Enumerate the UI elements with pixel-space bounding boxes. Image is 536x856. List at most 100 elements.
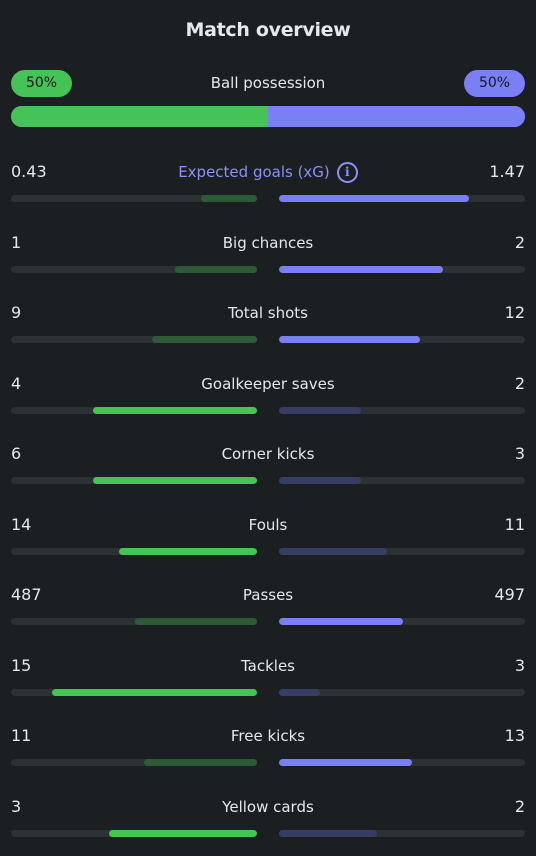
- away-bar-fill: [279, 265, 443, 273]
- home-value: 6: [11, 444, 22, 463]
- stat-label-text: Goalkeeper saves: [201, 374, 335, 393]
- info-icon[interactable]: i: [336, 161, 358, 183]
- stat-bars: [11, 406, 525, 414]
- home-bar-track: [11, 195, 257, 202]
- stat-label: Goalkeeper saves: [11, 372, 525, 396]
- away-bar-fill: [279, 547, 388, 555]
- home-bar-fill: [135, 618, 257, 625]
- stat-bars: [11, 477, 525, 484]
- home-bar-track: [11, 406, 257, 414]
- home-bar-fill: [151, 336, 257, 343]
- stat-row: 1 Big chances 2: [11, 231, 525, 302]
- stat-row: 9 Total shots 12: [11, 301, 525, 372]
- away-value: 497: [494, 585, 525, 604]
- stat-bars: [11, 336, 525, 343]
- ball-possession: 50% Ball possession 50%: [11, 70, 525, 130]
- away-value: 3: [514, 444, 525, 463]
- stat-label-text: Total shots: [228, 304, 308, 322]
- away-bar-fill: [279, 406, 361, 414]
- home-bar-fill: [201, 195, 257, 202]
- stat-bars: [11, 618, 525, 625]
- home-possession-fill: [11, 106, 268, 127]
- home-bar-track: [11, 336, 257, 343]
- stat-bars: [11, 759, 525, 766]
- stat-label-text: Expected goals (xG): [178, 163, 330, 181]
- home-bar-fill: [52, 688, 257, 696]
- away-bar-track: [279, 547, 525, 555]
- home-bar-track: [11, 547, 257, 555]
- away-value: 12: [504, 303, 525, 322]
- stat-label-text: Tackles: [240, 656, 296, 675]
- away-value: 3: [514, 655, 525, 675]
- stat-bars: [11, 829, 525, 837]
- home-bar-track: [11, 688, 257, 696]
- away-bar-track: [279, 618, 525, 625]
- stat-row: 6 Corner kicks 3: [11, 442, 525, 513]
- away-bar-fill: [279, 195, 470, 202]
- home-bar-fill: [109, 829, 257, 837]
- stat-row: 11 Free kicks 13: [11, 724, 525, 795]
- stat-label: Passes: [11, 583, 525, 607]
- stat-label-text: Passes: [242, 586, 294, 604]
- stat-bars: [11, 195, 525, 202]
- home-value: 14: [11, 514, 32, 534]
- possession-bar: [11, 106, 525, 127]
- possession-label: Ball possession: [210, 74, 326, 92]
- away-bar-fill: [279, 618, 404, 625]
- away-bar-track: [279, 265, 525, 273]
- home-value: 3: [11, 796, 22, 816]
- stat-label: Yellow cards: [11, 795, 525, 819]
- home-bar-track: [11, 829, 257, 837]
- away-bar-track: [279, 477, 525, 484]
- stat-row: 0.43 Expected goals (xG) i 1.47: [11, 160, 525, 231]
- away-bar-track: [279, 406, 525, 414]
- stat-label: Fouls: [11, 513, 525, 537]
- home-possession-badge: 50%: [11, 70, 72, 97]
- away-bar-track: [279, 759, 525, 766]
- away-bar-fill: [279, 759, 413, 766]
- home-value: 1: [11, 232, 22, 252]
- stat-label-text: Yellow cards: [222, 797, 314, 816]
- stat-row: 14 Fouls 11: [11, 513, 525, 584]
- stat-row: 487 Passes 497: [11, 583, 525, 654]
- home-value: 15: [11, 655, 32, 675]
- stat-label[interactable]: Expected goals (xG) i: [11, 160, 525, 184]
- stat-label: Total shots: [11, 301, 525, 325]
- home-bar-fill: [119, 547, 257, 555]
- away-bar-fill: [279, 829, 378, 837]
- stat-label-text: Big chances: [222, 233, 314, 252]
- home-bar-fill: [175, 265, 257, 273]
- stat-label: Big chances: [11, 231, 525, 255]
- home-bar-track: [11, 618, 257, 625]
- home-bar-fill: [93, 477, 257, 484]
- stat-row: 15 Tackles 3: [11, 654, 525, 725]
- away-bar-fill: [279, 688, 320, 696]
- home-value: 0.43: [11, 162, 47, 181]
- away-bar-track: [279, 688, 525, 696]
- away-value: 1.47: [489, 162, 525, 181]
- away-bar-fill: [279, 336, 420, 343]
- stat-row: 3 Yellow cards 2: [11, 795, 525, 856]
- away-value: 2: [514, 373, 525, 393]
- stats-list: 0.43 Expected goals (xG) i 1.47 1 Big chances…: [11, 160, 525, 856]
- home-value: 487: [11, 585, 42, 604]
- away-value: 13: [504, 726, 525, 745]
- stat-bars: [11, 547, 525, 555]
- away-bar-fill: [279, 477, 361, 484]
- away-bar-track: [279, 195, 525, 202]
- home-bar-track: [11, 477, 257, 484]
- away-value: 2: [514, 232, 525, 252]
- home-bar-fill: [144, 759, 257, 766]
- page-title: Match overview: [185, 19, 351, 41]
- away-value: 11: [504, 514, 525, 534]
- home-bar-track: [11, 759, 257, 766]
- stat-label: Tackles: [11, 654, 525, 678]
- stat-bars: [11, 688, 525, 696]
- away-possession-badge: 50%: [464, 70, 525, 97]
- stat-label-text: Free kicks: [230, 727, 306, 745]
- stat-label: Free kicks: [11, 724, 525, 748]
- away-bar-track: [279, 336, 525, 343]
- home-bar-track: [11, 265, 257, 273]
- stat-row: 4 Goalkeeper saves 2: [11, 372, 525, 443]
- away-value: 2: [514, 796, 525, 816]
